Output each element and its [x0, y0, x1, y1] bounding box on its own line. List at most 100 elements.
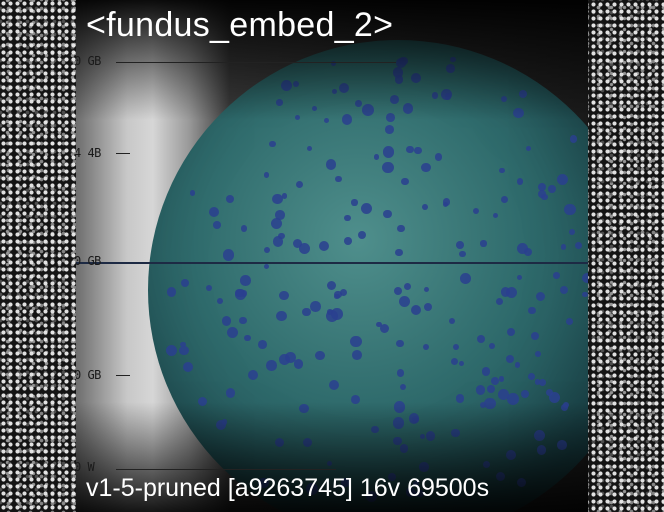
sphere-spot — [244, 334, 252, 342]
sphere-spot — [458, 360, 464, 366]
axis-tick-label: 0 GB — [76, 254, 101, 268]
sphere-spot — [526, 146, 532, 152]
sphere-spot — [393, 287, 402, 296]
sphere-spot — [299, 243, 311, 255]
sphere-spot — [335, 175, 342, 182]
axis-tick-line — [116, 62, 396, 63]
sphere-spot — [401, 177, 409, 186]
sphere-spot — [351, 199, 358, 206]
sphere-spot — [382, 161, 394, 174]
sphere-spot — [486, 384, 496, 394]
left-noise-panel — [0, 0, 76, 512]
sphere-spot — [564, 203, 576, 216]
sphere-spot — [385, 125, 394, 134]
sphere-spot — [501, 196, 509, 204]
sphere-spot — [318, 240, 329, 251]
sphere-spot — [331, 308, 344, 320]
sphere-spot — [198, 397, 208, 407]
sphere-spot — [328, 379, 339, 390]
sphere-spot — [423, 287, 429, 293]
sphere-spot — [302, 307, 311, 317]
sphere-spot — [455, 394, 465, 403]
sphere-spot — [263, 172, 269, 178]
sphere-spot — [278, 232, 285, 239]
sphere-spot — [404, 283, 412, 291]
sphere-spot — [535, 379, 541, 385]
sphere-spot — [448, 317, 456, 325]
sphere-spot — [266, 360, 277, 371]
sphere-spot — [414, 146, 422, 155]
sphere-spot — [453, 344, 460, 351]
sphere-spot — [379, 323, 389, 334]
sphere-spot — [500, 287, 511, 297]
sphere-spot — [340, 288, 348, 296]
sphere-spot — [257, 339, 267, 349]
sphere-spot — [272, 235, 284, 247]
sphere-spot — [179, 345, 189, 355]
sphere-spot — [560, 244, 566, 250]
sphere-spot — [166, 286, 177, 297]
sphere-spot — [421, 204, 428, 210]
sphere-spot — [574, 242, 583, 250]
sphere-spot — [276, 310, 287, 322]
sphere-spot — [507, 393, 519, 405]
sphere-spot — [505, 355, 514, 364]
sphere-spot — [539, 379, 546, 386]
sphere-spot — [272, 193, 283, 205]
sphere-spot — [350, 335, 362, 347]
sphere-spot — [324, 118, 330, 124]
axis-tick-label: 0 W — [76, 460, 95, 474]
sphere-spot — [459, 250, 466, 258]
sphere-spot — [537, 182, 547, 192]
generated-image: 0 GB 4 4B 0 GB 0 GB 0 W — [76, 0, 588, 512]
sphere-spot — [269, 140, 276, 148]
sphere-spot — [325, 159, 337, 170]
sphere-spot — [374, 154, 380, 160]
sphere-spot — [351, 350, 362, 360]
sphere-spot — [344, 236, 353, 245]
sphere-spot — [514, 362, 521, 369]
sphere-spot — [396, 369, 405, 377]
sphere-spot — [456, 240, 465, 249]
bottom-shadow — [76, 402, 588, 512]
sphere-spot — [217, 297, 223, 304]
sphere-spot — [410, 304, 422, 316]
sphere-spot — [279, 290, 289, 301]
sphere-spot — [548, 391, 561, 404]
sphere-spot — [545, 388, 553, 397]
sphere-spot — [498, 375, 505, 382]
sphere-spot — [498, 388, 510, 400]
sphere-spot — [442, 198, 451, 206]
sphere-spot — [383, 210, 392, 219]
sphere-spot — [516, 178, 524, 185]
sphere-spot — [492, 213, 498, 219]
axis-tick-label: 0 GB — [76, 368, 101, 382]
sphere-spot — [422, 343, 430, 350]
sphere-spot — [181, 279, 190, 288]
sphere-spot — [530, 332, 540, 341]
sphere-spot — [225, 388, 236, 398]
sphere-spot — [399, 295, 410, 307]
sphere-spot — [472, 208, 479, 215]
sphere-spot — [450, 358, 459, 366]
sphere-spot — [490, 376, 499, 385]
sphere-spot — [480, 240, 487, 247]
sphere-spot — [421, 162, 431, 173]
sphere-spot — [326, 281, 337, 291]
sphere-spot — [189, 190, 195, 196]
axis-tick-line — [116, 469, 336, 470]
sphere-spot — [361, 203, 373, 215]
sphere-spot — [527, 372, 536, 381]
top-shadow — [76, 0, 588, 120]
sphere-spot — [281, 193, 288, 199]
sphere-spot — [517, 274, 523, 281]
sphere-spot — [396, 339, 404, 348]
sphere-spot — [566, 318, 573, 325]
sphere-spot — [180, 341, 187, 348]
sphere-spot — [221, 316, 232, 327]
sphere-spot — [295, 180, 303, 188]
sphere-spot — [226, 195, 235, 204]
sphere-spot — [222, 249, 235, 261]
axis-tick-line — [116, 375, 130, 376]
sphere-spot — [382, 146, 395, 158]
